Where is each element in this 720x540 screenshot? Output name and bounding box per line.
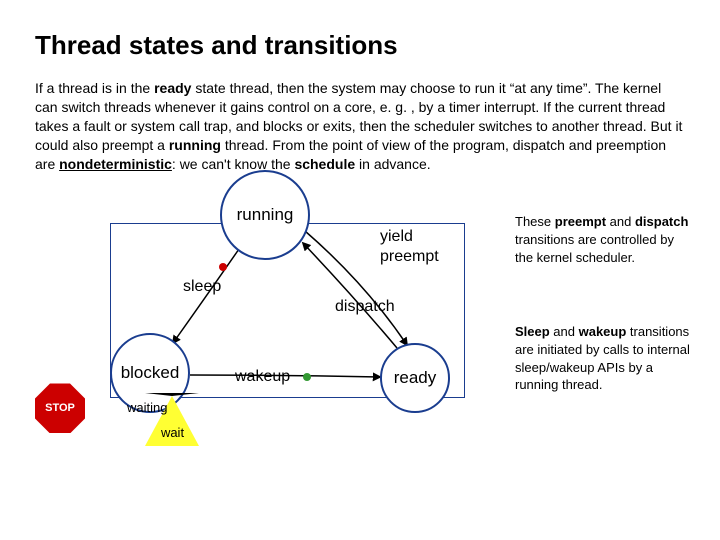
para-bold-ready: ready bbox=[154, 80, 191, 96]
note-text: and bbox=[606, 214, 635, 229]
para-text: If a thread is in the bbox=[35, 80, 154, 96]
state-diagram: running blocked ready STOP wait waiting … bbox=[35, 183, 685, 443]
para-bold-nondeterministic: nondeterministic bbox=[59, 156, 172, 172]
note-bold: preempt bbox=[555, 214, 606, 229]
state-ready: ready bbox=[380, 343, 450, 413]
note-text: and bbox=[550, 324, 579, 339]
side-note-scheduler: These preempt and dispatch transitions a… bbox=[515, 213, 695, 266]
state-running: running bbox=[220, 170, 310, 260]
side-note-sleep-wakeup: Sleep and wakeup transitions are initiat… bbox=[515, 323, 695, 393]
note-bold: Sleep bbox=[515, 324, 550, 339]
waiting-label: waiting bbox=[127, 400, 167, 415]
edge-label-wakeup: wakeup bbox=[235, 368, 290, 386]
note-text: These bbox=[515, 214, 555, 229]
edge-label-yield: yield bbox=[380, 228, 413, 246]
stop-sign: STOP bbox=[35, 383, 85, 433]
note-text: transitions are controlled by the kernel… bbox=[515, 232, 674, 265]
para-bold-running: running bbox=[169, 137, 221, 153]
para-bold-schedule: schedule bbox=[294, 156, 355, 172]
edge-label-preempt: preempt bbox=[380, 248, 439, 266]
edge-label-sleep: sleep bbox=[183, 278, 221, 296]
page-title: Thread states and transitions bbox=[35, 30, 685, 61]
para-text: in advance. bbox=[355, 156, 431, 172]
intro-paragraph: If a thread is in the ready state thread… bbox=[35, 79, 685, 173]
note-bold: dispatch bbox=[635, 214, 688, 229]
wait-label: wait bbox=[145, 425, 200, 440]
para-text: : we can't know the bbox=[172, 156, 295, 172]
note-bold: wakeup bbox=[579, 324, 627, 339]
edge-label-dispatch: dispatch bbox=[335, 298, 395, 316]
